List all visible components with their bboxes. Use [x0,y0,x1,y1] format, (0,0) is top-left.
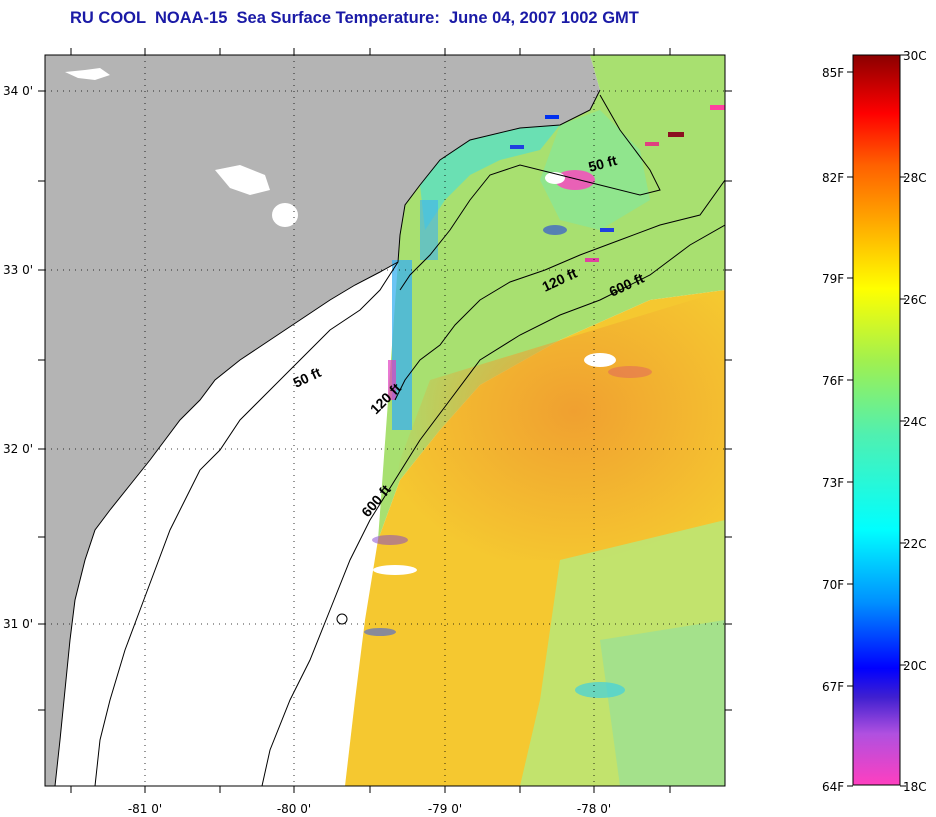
colorbar-f-label: 79F [822,272,844,286]
contour-120ft [394,179,725,401]
cloud-artifact [668,132,684,137]
inland-lake [272,203,298,227]
lat-label: 32 0' [3,442,33,456]
cloud-artifact [388,360,396,400]
cloud-artifact [372,535,408,545]
colorbar-c-label: 28C [903,171,927,185]
lon-label: -78 0' [577,802,611,816]
cloud-artifact [392,260,412,430]
colorbar-c-label: 18C [903,780,927,794]
cloud-artifact [584,353,616,367]
lon-label: -79 0' [428,802,462,816]
contour-50ft-north [399,94,661,291]
colorbar-c-label: 30C [903,49,927,63]
cloud-artifact [600,228,614,232]
colorbar [852,54,901,786]
colorbar-f-label: 82F [822,171,844,185]
plot-frame [44,54,726,787]
cloud-artifact [645,142,659,146]
cloud-artifact [364,628,396,636]
cloud-artifact [543,225,567,235]
cool-eddy [575,682,625,698]
colorbar-f-label: 76F [822,374,844,388]
axis-ticks [38,48,732,793]
lat-label: 31 0' [3,617,33,631]
map-title: RU COOL NOAA-15 Sea Surface Temperature:… [70,9,639,27]
lat-label: 34 0' [3,84,33,98]
cloud-artifact [710,105,725,110]
colorbar-c-label: 20C [903,659,927,673]
colorbar-f-label: 73F [822,476,844,490]
colorbar-c-label: 26C [903,293,927,307]
inland-lake [215,165,270,195]
colorbar-f-label: 67F [822,680,844,694]
colorbar-f-label: 70F [822,578,844,592]
colorbar-ticks [847,54,906,787]
contour-island [336,613,348,625]
colorbar-f-label: 85F [822,66,844,80]
lat-label: 33 0' [3,263,33,277]
cloud-artifact [373,565,417,575]
cloud-artifact [510,145,524,149]
land-mass [45,55,600,786]
colorbar-c-label: 22C [903,537,927,551]
cloud-artifact [585,258,599,262]
colorbar-c-label: 24C [903,415,927,429]
coastline [54,89,601,786]
inland-lake [65,68,110,80]
coastal-cool-water [420,125,560,230]
contour-50ft-south [94,261,399,786]
cloud-artifact [555,170,595,190]
contour-label-50ft-north: 50 ft [587,152,619,175]
warm-core [390,290,725,560]
cooler-offshore-water [600,620,725,786]
lon-label: -81 0' [128,802,162,816]
cloud-artifact [420,200,438,260]
contour-600ft [261,224,725,786]
cool-water [540,110,650,230]
lon-label: -80 0' [277,802,311,816]
cloud-artifact [608,366,652,378]
colorbar-f-label: 64F [822,780,844,794]
cloud-artifact [545,115,559,119]
